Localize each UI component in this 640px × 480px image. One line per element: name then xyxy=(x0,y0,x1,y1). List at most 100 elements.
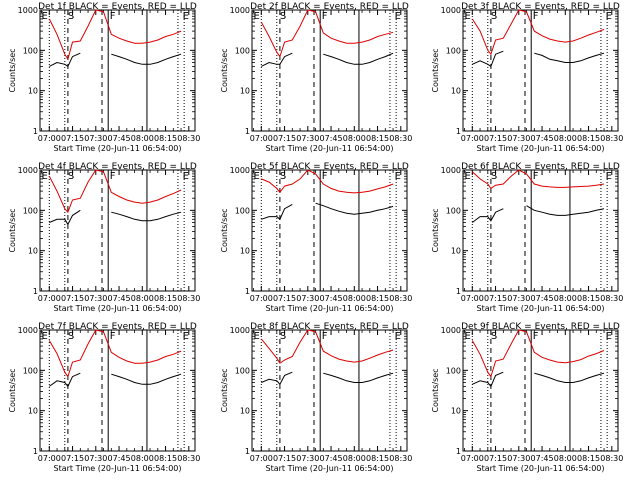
y-tick-label: 1 xyxy=(456,447,461,456)
x-tick-label: 07:30 xyxy=(84,134,107,143)
y-tick-label: 100 xyxy=(446,366,461,375)
x-tick-label: 08:15 xyxy=(577,454,600,463)
events-series-line xyxy=(49,52,81,68)
x-tick-label: 07:15 xyxy=(61,134,84,143)
y-tick-label: 1 xyxy=(33,127,38,136)
y-tick-label: 100 xyxy=(23,206,38,215)
events-series-line xyxy=(111,53,182,65)
time-marker-letter: S xyxy=(491,171,497,182)
time-marker-letter: S xyxy=(68,331,74,342)
time-marker-letter: S xyxy=(491,11,497,22)
x-tick-label: 07:00 xyxy=(250,134,273,143)
plot-frame xyxy=(251,9,408,132)
panel-title: Det 3f BLACK = Events, RED = LLD xyxy=(461,2,620,12)
x-tick-label: 08:30 xyxy=(600,134,623,143)
x-tick-label: 08:00 xyxy=(343,134,366,143)
x-axis-label: Start Time (20-Jun-11 06:54:00) xyxy=(477,464,605,473)
x-tick-label: 08:00 xyxy=(554,454,577,463)
x-tick-label: 08:30 xyxy=(389,294,412,303)
time-marker-letter: E xyxy=(42,11,48,22)
y-axis-label: Counts/sec xyxy=(431,368,440,412)
x-tick-label: 08:15 xyxy=(154,454,177,463)
time-marker-letter: F xyxy=(110,171,116,182)
x-axis-label: Start Time (20-Jun-11 06:54:00) xyxy=(54,144,182,153)
x-axis-label: Start Time (20-Jun-11 06:54:00) xyxy=(266,304,394,313)
x-tick-label: 08:15 xyxy=(577,134,600,143)
y-tick-label: 10 xyxy=(451,407,461,416)
panel-9: Det 9f BLACK = Events, RED = LLD 1 10 100 10… xyxy=(431,322,623,473)
lld-series-line xyxy=(471,169,605,190)
y-tick-label: 100 xyxy=(235,206,250,215)
x-axis-label: Start Time (20-Jun-11 06:54:00) xyxy=(477,144,605,153)
plot-frame xyxy=(39,9,196,132)
x-tick-label: 08:00 xyxy=(131,294,154,303)
panel-title: Det 8f BLACK = Events, RED = LLD xyxy=(250,322,409,332)
time-marker-letter: S xyxy=(280,11,286,22)
x-tick-label: 07:45 xyxy=(108,454,131,463)
x-axis-label: Start Time (20-Jun-11 06:54:00) xyxy=(266,464,394,473)
x-tick-label: 07:15 xyxy=(61,454,84,463)
y-tick-label: 10 xyxy=(451,247,461,256)
x-tick-label: 07:45 xyxy=(320,454,343,463)
lld-series-line xyxy=(471,329,605,378)
x-tick-label: 08:30 xyxy=(600,454,623,463)
y-tick-label: 1000 xyxy=(441,326,461,335)
x-tick-label: 07:30 xyxy=(296,134,319,143)
y-tick-label: 10 xyxy=(28,247,38,256)
lld-series-line xyxy=(261,169,394,194)
plot-frame xyxy=(462,9,619,132)
time-marker-letter: S xyxy=(280,171,286,182)
x-tick-label: 08:15 xyxy=(154,294,177,303)
x-tick-label: 07:15 xyxy=(273,294,296,303)
x-tick-label: 07:45 xyxy=(531,294,554,303)
panel-title: Det 5f BLACK = Events, RED = LLD xyxy=(250,162,409,172)
panel-1: Det 1f BLACK = Events, RED = LLD 1 10 100 10… xyxy=(8,2,200,153)
time-marker-letter: E xyxy=(606,331,612,342)
y-tick-label: 100 xyxy=(23,366,38,375)
y-tick-label: 1 xyxy=(456,287,461,296)
y-tick-label: 1000 xyxy=(441,166,461,175)
y-tick-label: 1 xyxy=(33,287,38,296)
panel-3: Det 3f BLACK = Events, RED = LLD 1 10 100 10… xyxy=(431,2,623,153)
plot-frame xyxy=(39,169,196,292)
x-tick-label: 07:30 xyxy=(84,454,107,463)
plot-frame xyxy=(251,169,408,292)
events-series-line xyxy=(534,52,605,63)
x-tick-label: 07:45 xyxy=(531,134,554,143)
x-tick-label: 08:00 xyxy=(554,134,577,143)
x-tick-label: 07:30 xyxy=(507,294,530,303)
panel-title: Det 9f BLACK = Events, RED = LLD xyxy=(461,322,620,332)
x-tick-label: 07:45 xyxy=(320,294,343,303)
y-tick-label: 1 xyxy=(33,447,38,456)
time-marker-letter: F xyxy=(533,171,539,182)
time-marker-letter: F xyxy=(533,11,539,22)
x-tick-label: 07:45 xyxy=(108,134,131,143)
y-tick-label: 1000 xyxy=(230,326,250,335)
time-marker-letter: F xyxy=(110,11,116,22)
x-tick-label: 08:15 xyxy=(366,294,389,303)
panel-6: Det 6f BLACK = Events, RED = LLD 1 10 100 10… xyxy=(431,162,623,313)
time-marker-letter: E xyxy=(465,171,471,182)
time-marker-letter: E xyxy=(183,11,189,22)
x-tick-label: 08:00 xyxy=(343,294,366,303)
time-marker-letter: F xyxy=(110,331,116,342)
panel-title: Det 7f BLACK = Events, RED = LLD xyxy=(38,322,197,332)
x-axis-label: Start Time (20-Jun-11 06:54:00) xyxy=(54,464,182,473)
events-series-line xyxy=(323,372,394,383)
time-marker-letter: S xyxy=(68,171,74,182)
x-tick-label: 07:00 xyxy=(461,454,484,463)
y-tick-label: 10 xyxy=(240,407,250,416)
x-tick-label: 08:00 xyxy=(554,294,577,303)
x-axis-label: Start Time (20-Jun-11 06:54:00) xyxy=(54,304,182,313)
x-tick-label: 08:30 xyxy=(389,454,412,463)
x-tick-label: 07:00 xyxy=(250,294,273,303)
x-tick-label: 08:00 xyxy=(131,134,154,143)
time-marker-letter: E xyxy=(395,331,401,342)
y-tick-label: 10 xyxy=(28,407,38,416)
time-marker-letter: S xyxy=(491,331,497,342)
y-tick-label: 1000 xyxy=(18,326,38,335)
y-tick-label: 1 xyxy=(245,287,250,296)
y-tick-label: 10 xyxy=(240,247,250,256)
x-tick-label: 08:30 xyxy=(177,134,200,143)
